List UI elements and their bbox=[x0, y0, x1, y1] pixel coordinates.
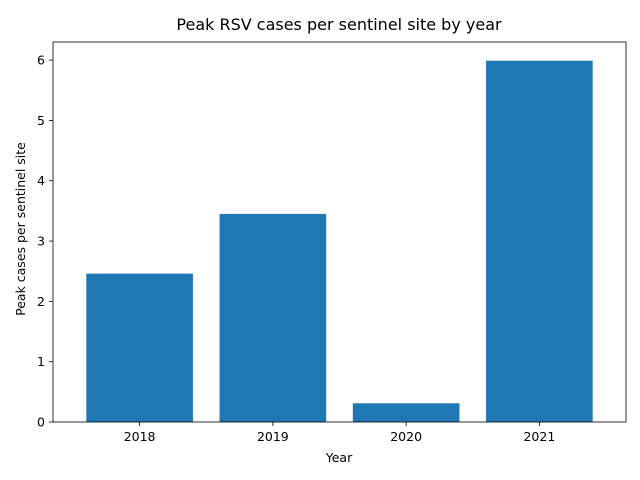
bar-2019 bbox=[219, 213, 327, 422]
bar-2018 bbox=[86, 273, 193, 422]
plot-area: 2018 2019 2020 2021 0 1 2 3 4 5 6 bbox=[37, 41, 627, 444]
y-tick-label-4: 4 bbox=[37, 173, 45, 188]
x-tick-label-2020: 2020 bbox=[390, 429, 422, 444]
plot-frame bbox=[52, 41, 627, 423]
bar-2021 bbox=[486, 60, 593, 422]
y-tick-label-0: 0 bbox=[37, 415, 45, 430]
y-tick-label-1: 1 bbox=[37, 354, 45, 369]
y-axis-label: Peak cases per sentinel site bbox=[13, 142, 28, 316]
y-tick-label-3: 3 bbox=[37, 234, 45, 249]
bar-2020 bbox=[352, 403, 460, 422]
x-tick-label-2021: 2021 bbox=[523, 429, 555, 444]
y-tick-label-2: 2 bbox=[37, 294, 45, 309]
x-axis-label: Year bbox=[325, 450, 353, 465]
chart-title: Peak RSV cases per sentinel site by year bbox=[176, 15, 502, 34]
x-tick-label-2018: 2018 bbox=[124, 429, 156, 444]
y-tick-label-6: 6 bbox=[37, 53, 45, 68]
x-tick-label-2019: 2019 bbox=[257, 429, 289, 444]
y-tick-label-5: 5 bbox=[37, 113, 45, 128]
